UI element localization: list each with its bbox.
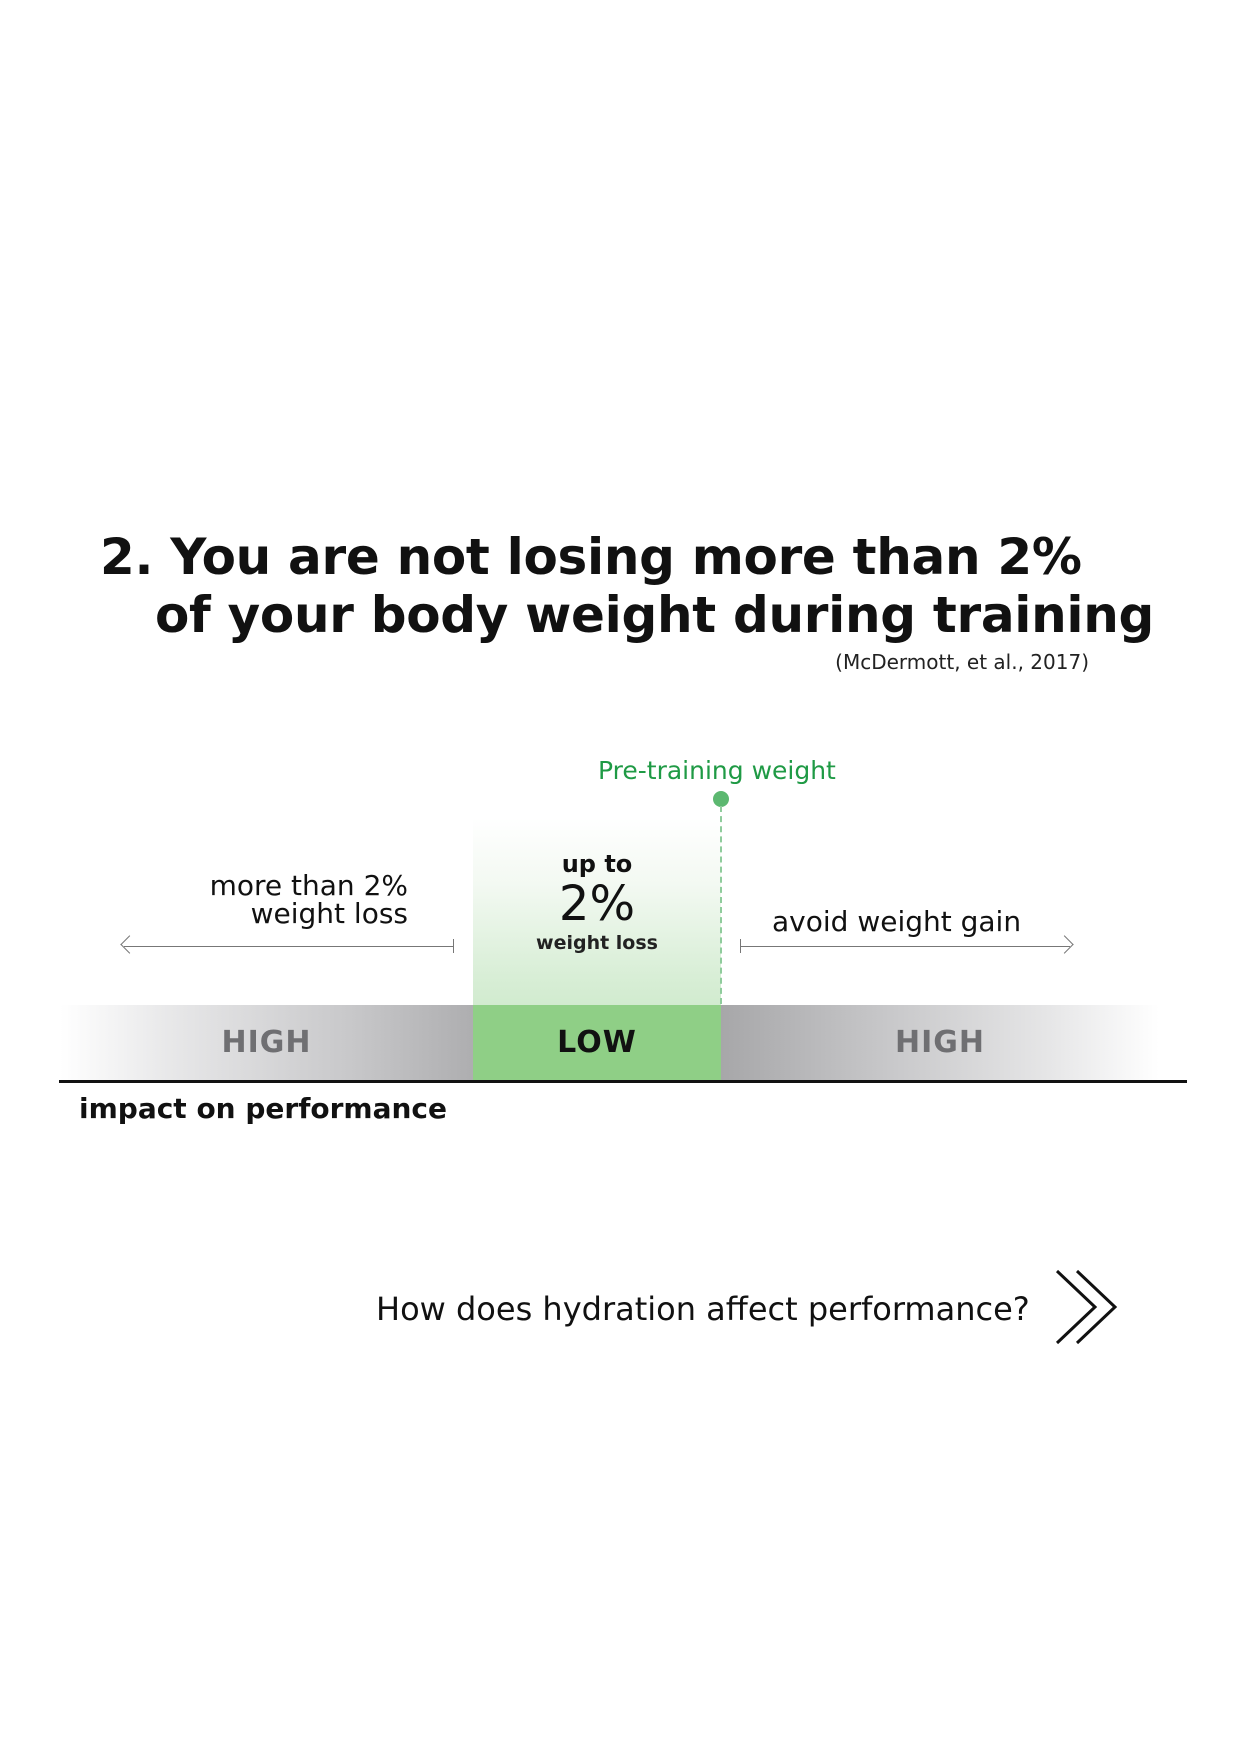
pre-training-weight-dashed-line [720, 806, 722, 1004]
pre-training-weight-label: Pre-training weight [598, 756, 836, 785]
impact-band-left [60, 1005, 473, 1080]
page-title-line-2: of your body weight during training [155, 586, 1155, 644]
left-region-label: more than 2% weight loss [210, 872, 408, 928]
axis-label: impact on performance [79, 1092, 448, 1125]
left-arrow-end-tick [453, 939, 454, 953]
zone-suffix: weight loss [536, 932, 658, 954]
impact-band-right-label: HIGH [894, 1025, 985, 1060]
zone-value: 2% [558, 876, 636, 932]
zone-prefix: up to [561, 850, 633, 878]
right-region-label: avoid weight gain [772, 905, 1022, 938]
right-arrow-head-icon [1055, 935, 1074, 954]
impact-band-middle-label: LOW [557, 1025, 637, 1060]
page-title-line-1: 2. You are not losing more than 2% [100, 528, 1082, 586]
impact-band-right [721, 1005, 1159, 1080]
left-arrow-head-icon [120, 935, 139, 954]
right-arrow-line [740, 946, 1070, 947]
citation: (McDermott, et al., 2017) [835, 650, 1089, 674]
double-chevron-right-icon[interactable] [1053, 1267, 1123, 1347]
left-region-label-line-1: more than 2% [209, 869, 408, 902]
right-arrow-start-tick [740, 939, 741, 953]
left-region-label-line-2: weight loss [250, 897, 408, 930]
impact-band-middle [473, 1005, 721, 1080]
impact-band-left-label: HIGH [221, 1025, 312, 1060]
next-question-link[interactable]: How does hydration affect performance? [376, 1290, 1030, 1328]
axis-baseline [59, 1080, 1187, 1083]
pre-training-weight-marker-dot [713, 791, 729, 807]
left-arrow-line [124, 946, 454, 947]
